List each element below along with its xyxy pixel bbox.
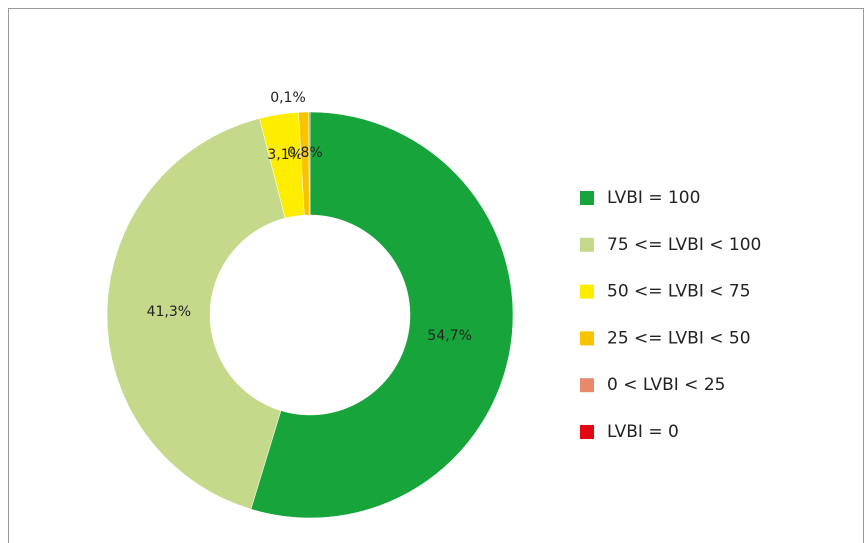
donut-slice — [308, 111, 311, 216]
donut-slice — [106, 118, 286, 510]
donut-slice — [250, 111, 514, 519]
legend-swatch — [580, 284, 594, 299]
legend-swatch — [580, 237, 594, 252]
legend-label: LVBI = 0 — [607, 422, 679, 442]
legend-label: LVBI = 100 — [607, 188, 700, 208]
data-label: 3,1% — [267, 147, 303, 163]
legend-swatch — [580, 378, 594, 393]
legend-label: 25 <= LVBI < 50 — [607, 328, 751, 348]
legend-swatch — [580, 191, 594, 205]
data-label: 0,1% — [270, 90, 306, 106]
legend-swatch — [580, 331, 594, 346]
data-label: 54,7% — [427, 328, 471, 344]
legend-label: 50 <= LVBI < 75 — [607, 282, 751, 302]
data-label: 0,8% — [287, 145, 323, 161]
legend-label: 75 <= LVBI < 100 — [607, 235, 761, 255]
legend-swatch — [580, 425, 594, 439]
legend-label: 0 < LVBI < 25 — [607, 375, 725, 395]
data-label: 41,3% — [147, 304, 191, 320]
